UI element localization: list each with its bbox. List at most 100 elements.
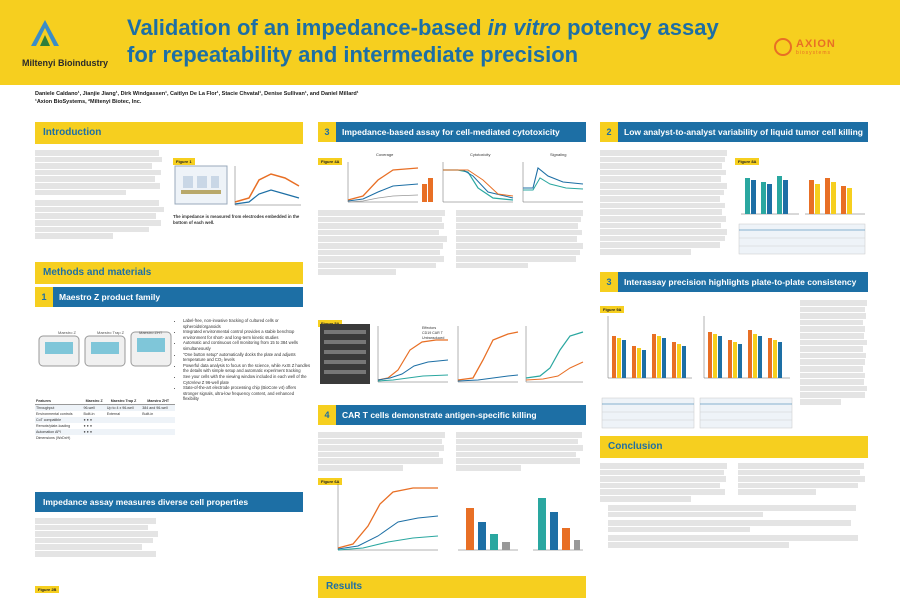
text-line [318,458,443,464]
text-line [318,262,437,269]
authors-names: Daniele Caldano¹, Jianjie Jiang¹, Dirk W… [35,91,359,97]
text-line [456,262,528,269]
text-line [35,531,159,537]
text-line [600,248,691,255]
text-line [800,352,866,359]
text-line [600,150,728,156]
figure-9a-label: Figure 9A [600,306,625,313]
text-line [738,469,861,476]
text-line [35,163,152,169]
text-line [600,476,727,482]
text-line [318,216,442,223]
figure-4a-label: Figure 4A [318,158,343,165]
text-line [456,223,579,229]
text-line [35,189,126,196]
table-row: Throughput 96-well Up to 4 x 96-well 384… [35,404,175,411]
authors-affiliations: ¹Axion BioSystems, ²Miltenyi Biotec, Inc… [35,99,142,105]
table-cell: ● ● ● [83,424,92,428]
text-line [600,489,725,495]
table-header: Maestro Trap Z [105,398,142,405]
poster-header [0,0,900,85]
text-line [456,210,584,216]
maestro-devices-illustration [38,331,172,367]
text-line [800,359,865,365]
figure-9a-chart [601,316,793,429]
text-line [35,169,162,176]
text-line [600,235,725,242]
table-cell: Throughput [36,406,55,410]
section-3-text-right [456,210,586,269]
text-line [800,313,866,319]
axion-logo-text: AXION [796,38,836,50]
figure-5a: Figure 5A Effectors CD19 CAR T Untransdu… [318,312,586,392]
table-cell: External [106,412,121,416]
text-line [600,482,720,489]
maestro-features-table: Features Maestro Z Maestro Trap Z Maestr… [35,398,175,441]
table-header: Maestro Z [82,398,106,405]
table-cell [82,435,175,441]
section-4-text-right [456,432,586,471]
text-line [600,229,728,235]
maestro-feature-list: Label-free, non-invasive tracking of cul… [175,318,311,402]
text-line [318,438,442,445]
table-cell: Remote/plate-loading [36,424,71,428]
methods-heading: Methods and materials [35,262,303,284]
text-line [608,541,789,548]
table-row: Remote/plate-loading ● ● ● [35,423,175,429]
axion-logo-icon [774,38,792,56]
text-line [800,326,866,332]
text-line [608,535,859,541]
section-number: 2 [600,122,618,142]
table-header: Features [35,398,83,405]
text-line [600,495,691,502]
text-line [800,332,864,339]
text-line [35,182,160,189]
text-line [738,463,865,469]
impedance-diverse-text [35,518,303,557]
figure-6a-label: Figure 6A [318,478,343,485]
text-line [35,150,159,156]
table-cell: Dimensions (WxDxH) [36,436,71,440]
panel-title-signaling: Signaling [550,152,567,157]
table-cell: 96-well [83,406,95,410]
list-item: "One button setup" automatically docks t… [183,352,311,363]
section-3-text-left [318,210,448,275]
maestro-heading: 1 Maestro Z product family [35,287,303,307]
text-line [456,229,583,236]
table-cell: ● ● ● [83,430,92,434]
text-line [738,489,816,495]
text-line [608,526,750,533]
text-line [318,210,446,216]
miltenyi-logo-icon [31,20,59,46]
table-cell: Environmental controls [36,412,73,416]
section-3b-text [800,300,868,405]
section-3-heading: 3 Impedance-based assay for cell-mediated… [318,122,586,142]
section-2-text [600,150,730,255]
text-line [600,163,723,169]
list-item: Integrated environmental control provide… [183,329,311,340]
text-line [600,215,727,222]
text-line [456,256,576,262]
section-3-title: Impedance-based assay for cell-mediated … [342,127,560,137]
table-cell: 384 and 96-well [142,406,168,410]
text-line [800,365,863,372]
text-line [35,537,153,544]
table-header-row: Features Maestro Z Maestro Trap Z Maestr… [35,398,175,405]
text-line [800,372,866,379]
text-line [800,346,864,352]
text-line [608,511,763,518]
section-4-title: CAR T cells demonstrate antigen-specific… [342,410,537,420]
panel-title-cytotoxicity: Cytotoxicity [470,152,491,157]
figure-1: Figure 1 [173,150,303,210]
table-row: Environmental controls Built-in External… [35,411,175,417]
figure-1-caption: The impedance is measured from electrode… [173,214,300,225]
table-cell: ● ● ● [83,418,92,422]
text-line [456,216,581,223]
text-line [456,438,579,445]
text-line [800,379,864,385]
conclusion-bullets [608,505,866,548]
figure-6a-charts [337,484,583,551]
introduction-text [35,150,165,239]
list-item: Automatic and continuous cell monitoring… [183,340,311,351]
figure-5a-legend: Effectors CD19 CAR T Untransduced [422,326,444,341]
